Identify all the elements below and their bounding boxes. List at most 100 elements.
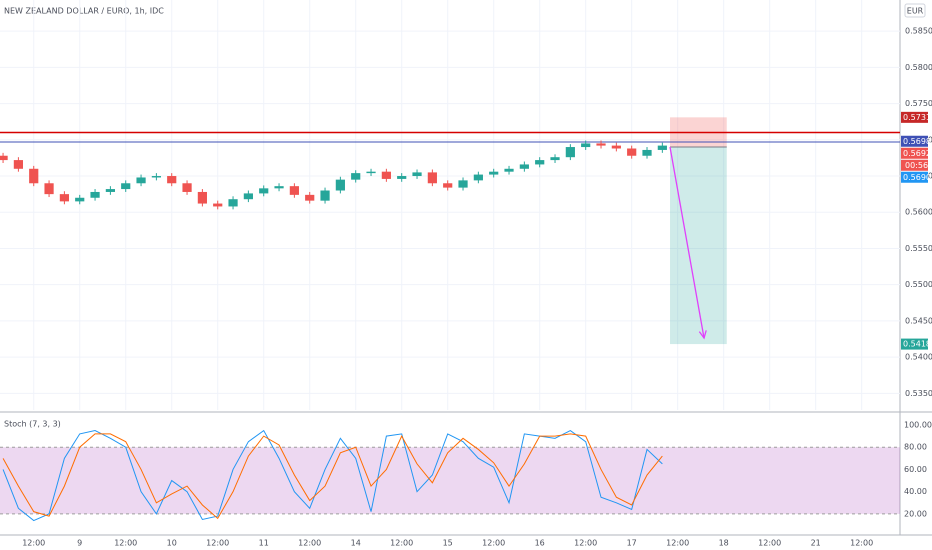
- candle-body: [59, 194, 69, 202]
- x-tick-label: 12:00: [574, 539, 597, 548]
- price-tag: [901, 135, 928, 147]
- candle-body: [213, 203, 223, 207]
- price-tag: [901, 171, 928, 183]
- x-tick-label: 18: [719, 539, 729, 548]
- indicator-line: [2, 429, 663, 522]
- candle-body: [335, 179, 345, 191]
- price-tag: [901, 338, 928, 350]
- chart-title: NEW ZEALAND DOLLAR / EURO, 1h, IDC: [4, 7, 164, 16]
- candle-body: [13, 160, 23, 169]
- price-tag-label: 0.5690: [903, 173, 931, 182]
- y-tick-label: 20.00: [904, 509, 927, 518]
- candle-body: [550, 157, 560, 161]
- candle-body: [657, 145, 667, 150]
- price-tag-label: 0.5698: [903, 137, 931, 146]
- y-tick-label: 0.5550: [905, 244, 932, 253]
- band: [0, 447, 900, 514]
- x-tick-label: 12:00: [666, 539, 689, 548]
- y-tick-label: 0.5750: [905, 99, 932, 108]
- candle-body: [136, 177, 146, 184]
- x-tick-label: 21: [811, 539, 821, 548]
- candle-body: [121, 183, 131, 190]
- x-tick-label: 12:00: [850, 539, 873, 548]
- y-tick-label: 60.00: [904, 465, 927, 474]
- indicator-line: [2, 433, 663, 520]
- currency-box[interactable]: [904, 3, 926, 18]
- candle-body: [565, 147, 575, 158]
- candle-body: [289, 186, 299, 195]
- candle-body: [182, 183, 192, 192]
- x-tick-label: 16: [535, 539, 545, 548]
- y-tick-label: 80.00: [904, 443, 927, 452]
- x-tick-label: 12:00: [482, 539, 505, 548]
- y-tick-label: 0.5850: [905, 27, 932, 36]
- countdown-label: 00:56: [905, 161, 928, 170]
- candle-body: [259, 188, 269, 194]
- candle-body: [243, 193, 253, 200]
- x-tick-label: 12:00: [22, 539, 45, 548]
- candle-body: [305, 194, 315, 201]
- candle-body: [397, 176, 407, 179]
- candle-body: [458, 180, 468, 188]
- x-tick-label: 12:00: [390, 539, 413, 548]
- countdown-tag: [901, 159, 928, 171]
- candle-body: [519, 164, 529, 169]
- candle-body: [473, 174, 483, 181]
- price-tag-label: 0.5418: [903, 340, 931, 349]
- x-tick-label: 9: [77, 539, 82, 548]
- arrow-head: [698, 330, 707, 340]
- candle-body: [167, 176, 177, 184]
- y-tick-label: 0.5400: [905, 353, 932, 362]
- x-tick-label: 17: [627, 539, 637, 548]
- candle-body: [105, 189, 115, 192]
- y-tick-label: 40.00: [904, 487, 927, 496]
- candle-body: [642, 149, 652, 156]
- target-zone: [670, 147, 727, 345]
- candle-body: [151, 176, 161, 178]
- x-tick-label: 12:00: [298, 539, 321, 548]
- arrow: [669, 146, 705, 339]
- candle-body: [351, 173, 361, 180]
- candle-body: [504, 168, 514, 172]
- candle-body: [75, 197, 85, 202]
- x-tick-label: 12:00: [114, 539, 137, 548]
- x-tick-label: 15: [443, 539, 453, 548]
- candle-body: [627, 148, 637, 156]
- y-tick-label: 0.5350: [905, 389, 932, 398]
- y-tick-label: 0.5800: [905, 63, 932, 72]
- candle-body: [381, 171, 391, 179]
- candle-body: [489, 171, 499, 175]
- candle-body: [228, 199, 238, 207]
- candle-body: [90, 191, 100, 198]
- price-tag-label: 0.5731: [903, 113, 931, 122]
- candle-body: [274, 186, 284, 189]
- price-tag: [901, 111, 928, 123]
- candle-body: [443, 183, 453, 188]
- candle-body: [366, 171, 376, 174]
- candle-body: [0, 155, 8, 161]
- x-tick-label: 12:00: [758, 539, 781, 548]
- x-tick-label: 10: [167, 539, 177, 548]
- x-tick-label: 14: [351, 539, 361, 548]
- candle-body: [596, 143, 606, 146]
- currency[interactable]: EUR: [907, 7, 924, 16]
- candle-body: [29, 168, 39, 184]
- candle-body: [611, 145, 621, 149]
- candle-body: [535, 160, 545, 165]
- y-tick-label: 0.5450: [905, 316, 932, 325]
- candle-body: [581, 143, 591, 148]
- indicator-title: Stoch (7, 3, 3): [4, 420, 61, 429]
- candle-body: [320, 190, 330, 201]
- candle-body: [427, 172, 437, 184]
- candle-body: [44, 183, 54, 195]
- price-tag: [901, 147, 928, 159]
- y-tick-label: 0.5500: [905, 280, 932, 289]
- candle-body: [412, 172, 422, 177]
- y-tick-label: 0.5600: [905, 208, 932, 217]
- x-tick-label: 11: [259, 539, 269, 548]
- price-tag-label: 0.5692: [903, 149, 931, 158]
- x-tick-label: 12:00: [206, 539, 229, 548]
- y-tick-label: 100.00: [904, 421, 932, 430]
